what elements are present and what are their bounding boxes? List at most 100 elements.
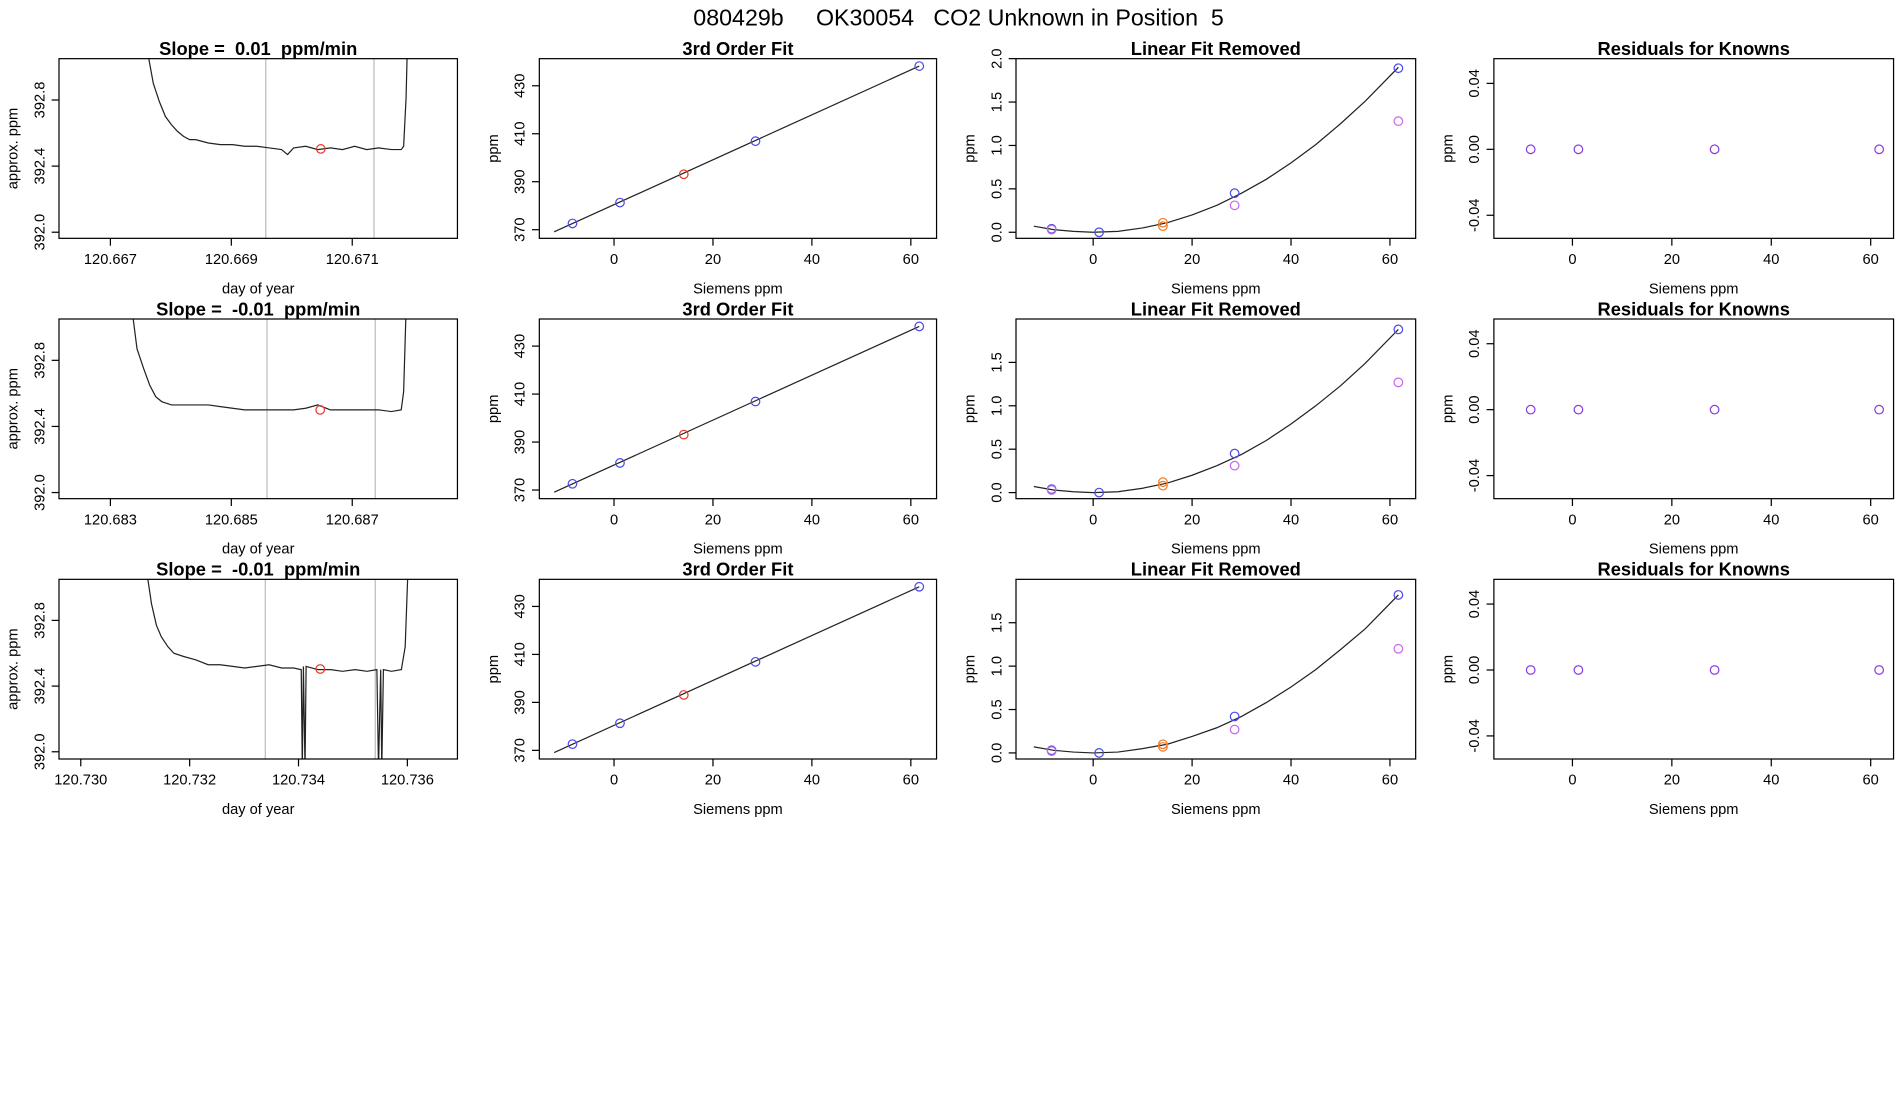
data-point [1709, 404, 1720, 415]
data-point [1393, 377, 1404, 388]
y-tick-label: 390 [513, 430, 529, 454]
x-tick-label: 20 [1664, 773, 1680, 789]
x-tick-label: 0 [610, 512, 618, 528]
data-line [147, 579, 409, 760]
panel: Linear Fit Removed Siemens ppm ppm 0 20 40 60 0… [962, 559, 1417, 818]
plot-area [1033, 324, 1404, 498]
y-tick-label: 0.0 [989, 222, 1005, 242]
plot-area [1033, 590, 1404, 758]
plot-area [147, 579, 409, 760]
data-point [615, 197, 625, 208]
y-tick-label: 392.8 [32, 602, 48, 639]
x-tick-label: 60 [903, 512, 919, 528]
y-tick-label: 410 [513, 382, 529, 406]
panel: Linear Fit Removed Siemens ppm ppm 0 20 40 60 0… [962, 38, 1417, 297]
plot-area [1033, 63, 1404, 238]
y-axis-label: ppm [962, 395, 978, 424]
x-axis-label: Siemens ppm [1171, 802, 1261, 818]
x-axis-label: Siemens ppm [693, 542, 783, 558]
x-axis-label: Siemens ppm [1171, 281, 1261, 297]
data-point [1046, 485, 1057, 495]
plot-area [148, 58, 408, 239]
y-tick-label: 370 [513, 478, 529, 502]
x-tick-label: 40 [1283, 512, 1299, 528]
panel-title: Slope = 0.01 ppm/min [159, 38, 357, 59]
data-point [615, 718, 625, 729]
plot-area [1525, 144, 1885, 155]
plot-frame [1493, 58, 1895, 239]
plot-area [132, 319, 407, 499]
y-tick-label: 430 [513, 74, 529, 98]
data-point [914, 321, 925, 332]
data-point [1229, 711, 1240, 722]
x-tick-label: 60 [903, 773, 919, 789]
x-axis-label: day of year [222, 542, 295, 558]
y-tick-label: 370 [513, 738, 529, 762]
panel: 3rd Order Fit Siemens ppm ppm 0 20 40 60 370 390… [486, 559, 938, 818]
x-tick-label: 0 [1568, 252, 1576, 268]
y-tick-label: 370 [513, 217, 529, 241]
y-axis-label: approx. ppm [5, 628, 21, 709]
plot-area [553, 61, 925, 233]
y-tick-label: -0.04 [1467, 459, 1483, 492]
y-axis-label: ppm [1440, 134, 1456, 163]
y-tick-label: 0.00 [1467, 656, 1483, 685]
plot-frame [538, 578, 938, 760]
x-tick-label: 40 [804, 252, 820, 268]
panel: 3rd Order Fit Siemens ppm ppm 0 20 40 60 370 390… [486, 298, 938, 558]
x-tick-label: 20 [705, 252, 721, 268]
data-point [567, 218, 578, 229]
x-axis-label: Siemens ppm [1649, 281, 1739, 297]
y-tick-label: 0.5 [989, 439, 1005, 459]
data-point [1046, 224, 1057, 235]
y-tick-label: 1.0 [989, 135, 1005, 155]
data-point [1158, 477, 1168, 488]
data-point [1094, 748, 1104, 758]
plot-frame [1015, 58, 1417, 239]
x-axis-label: day of year [222, 281, 295, 297]
data-point [1874, 144, 1885, 155]
x-tick-label: 20 [1184, 252, 1200, 268]
data-point [315, 144, 326, 154]
data-point [1573, 404, 1584, 415]
x-tick-label: 120.736 [381, 773, 434, 789]
data-point [1573, 144, 1584, 155]
x-tick-label: 40 [804, 773, 820, 789]
x-axis-label: Siemens ppm [1649, 802, 1739, 818]
panel: Residuals for Knowns Siemens ppm ppm 0 20 40 6… [1440, 559, 1895, 818]
data-point [1158, 221, 1168, 232]
plot-frame [58, 318, 459, 500]
x-tick-label: 0 [610, 773, 618, 789]
y-axis-label: ppm [486, 134, 502, 163]
data-line [1033, 594, 1399, 754]
x-tick-label: 20 [1664, 252, 1680, 268]
data-point [1709, 665, 1720, 675]
data-point [1393, 116, 1404, 127]
y-tick-label: 0.04 [1467, 329, 1483, 358]
y-tick-label: 0.5 [989, 699, 1005, 719]
plot-area [1525, 404, 1885, 415]
plot-frame [1015, 578, 1417, 760]
panel: Slope = 0.01 ppm/min day of year approx. p… [5, 38, 459, 297]
x-tick-label: 120.671 [326, 252, 379, 268]
data-line [553, 65, 920, 233]
data-point [1158, 739, 1168, 750]
data-point [1229, 188, 1240, 199]
y-tick-label: 0.04 [1467, 69, 1483, 98]
y-tick-label: 430 [513, 594, 529, 618]
data-line [553, 325, 920, 493]
y-tick-label: 1.5 [989, 92, 1005, 112]
y-tick-label: 392.0 [32, 214, 48, 251]
panel-title: Residuals for Knowns [1597, 298, 1789, 319]
x-axis-label: day of year [222, 802, 295, 818]
x-tick-label: 120.734 [272, 773, 325, 789]
x-tick-label: 60 [1863, 252, 1879, 268]
y-tick-label: 410 [513, 642, 529, 666]
y-tick-label: 0.0 [989, 482, 1005, 502]
plot-frame [538, 58, 938, 239]
y-tick-label: 1.0 [989, 656, 1005, 676]
panel: Residuals for Knowns Siemens ppm ppm 0 20 40 6… [1440, 38, 1895, 297]
data-point [1393, 63, 1404, 74]
